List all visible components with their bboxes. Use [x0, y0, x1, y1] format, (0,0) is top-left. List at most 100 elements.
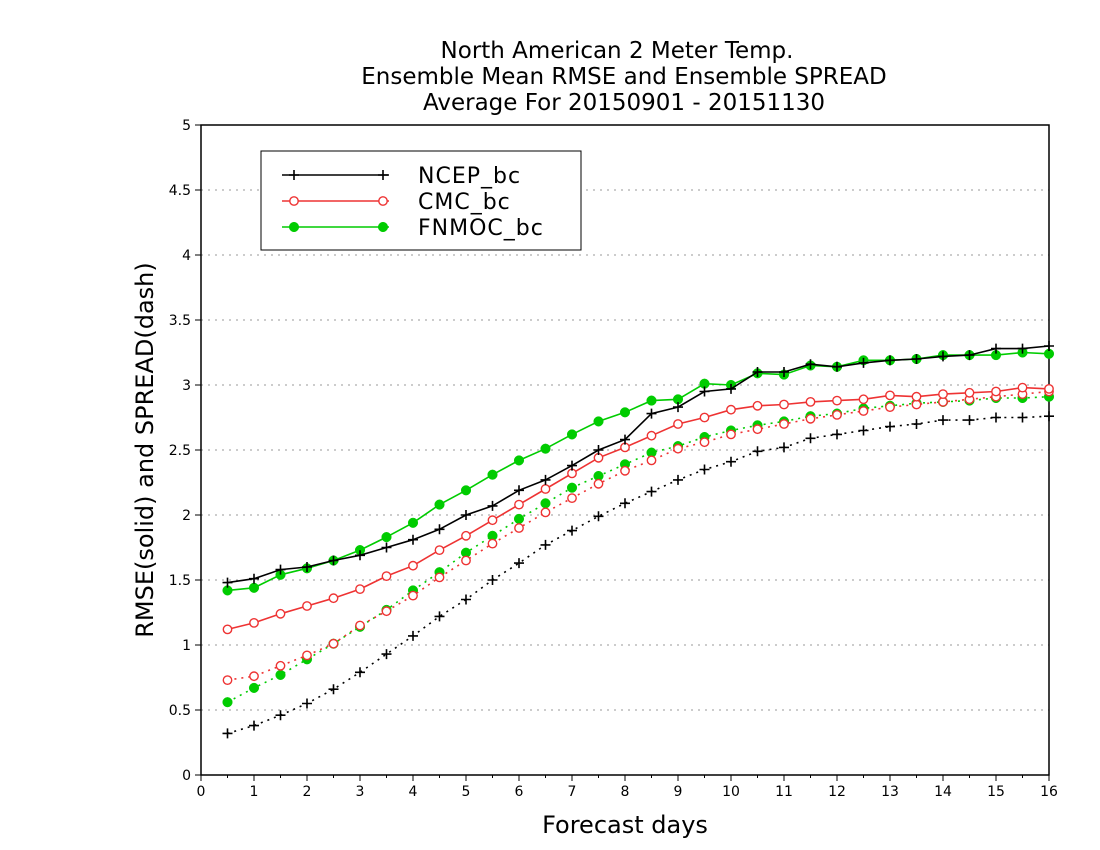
- spread-point: [328, 638, 339, 649]
- y-tick-label: 1: [182, 638, 191, 654]
- legend-marker: [377, 221, 389, 233]
- legend-marker: [288, 221, 300, 233]
- rmse-point: [646, 395, 657, 406]
- x-tick-label: 8: [621, 784, 630, 800]
- spread-point: [487, 538, 498, 549]
- legend-marker: [289, 170, 299, 180]
- spread-point: [885, 402, 895, 412]
- y-axis-label: RMSE(solid) and SPREAD(dash): [131, 262, 159, 638]
- spread-point: [514, 523, 524, 533]
- rmse-point: [779, 367, 789, 377]
- rmse-point: [434, 545, 445, 555]
- rmse-point: [461, 530, 471, 541]
- rmse-line: [227, 351, 1050, 592]
- rmse-point: [1044, 341, 1054, 351]
- x-tick-label: 3: [356, 784, 365, 800]
- rmse-point: [381, 542, 392, 553]
- y-tick-label: 0: [182, 768, 191, 784]
- spread-point: [248, 682, 260, 693]
- series-spread-FNMOC_bc: [222, 391, 1055, 708]
- spread-point: [275, 669, 286, 680]
- spread-point: [302, 650, 312, 661]
- rmse-point: [593, 416, 604, 427]
- rmse-point: [355, 550, 365, 561]
- rmse-line: [227, 345, 1050, 584]
- spread-point: [487, 575, 498, 585]
- rmse-point: [964, 387, 975, 398]
- rmse-point: [1044, 383, 1054, 394]
- rmse-point: [752, 400, 763, 411]
- spread-point: [355, 667, 365, 678]
- rmse-point: [619, 407, 631, 418]
- rmse-point: [460, 485, 472, 496]
- title-line-3: Average For 20150901 - 20151130: [423, 90, 825, 116]
- legend-marker: [289, 196, 299, 206]
- spread-point: [593, 511, 604, 522]
- rmse-point: [885, 355, 895, 366]
- rmse-point: [699, 386, 710, 397]
- rmse-point: [858, 357, 869, 368]
- chart-title: North American 2 Meter Temp. Ensemble Me…: [361, 38, 886, 116]
- spread-point: [249, 671, 259, 682]
- legend-marker: [378, 196, 388, 206]
- series-spread-CMC_bc: [222, 386, 1054, 685]
- rmse-point: [249, 573, 259, 584]
- spread-point: [540, 498, 551, 509]
- rmse-point: [752, 367, 763, 377]
- rmse-point: [858, 394, 869, 405]
- rmse-point: [302, 601, 312, 611]
- rmse-point: [646, 430, 657, 441]
- rmse-point: [832, 361, 842, 372]
- x-tick-label: 13: [881, 784, 899, 800]
- x-tick-label: 1: [250, 784, 259, 800]
- rmse-point: [805, 396, 816, 407]
- spread-point: [752, 446, 763, 457]
- series-rmse-CMC_bc: [222, 382, 1054, 635]
- x-tick-label: 5: [462, 784, 471, 800]
- rmse-point: [355, 584, 365, 594]
- spread-point: [355, 620, 365, 631]
- rmse-point: [407, 517, 419, 528]
- spread-point: [858, 425, 869, 436]
- x-tick-label: 14: [934, 784, 952, 800]
- rmse-point: [991, 386, 1001, 397]
- rmse-point: [222, 577, 233, 588]
- rmse-point: [408, 534, 418, 545]
- x-tick-label: 0: [197, 784, 206, 800]
- spread-point: [222, 675, 233, 685]
- rmse-point: [938, 351, 948, 362]
- rmse-point: [513, 455, 525, 466]
- spread-point: [646, 486, 657, 497]
- rmse-point: [487, 500, 498, 511]
- rmse-point: [911, 391, 922, 402]
- rmse-point: [540, 484, 551, 494]
- spread-point: [513, 513, 525, 524]
- spread-point: [461, 555, 471, 566]
- legend-marker: [378, 170, 388, 180]
- rmse-line: [227, 386, 1050, 631]
- rmse-point: [461, 510, 471, 520]
- spread-point: [1017, 412, 1028, 423]
- spread-point: [805, 433, 816, 444]
- rmse-point: [620, 434, 630, 445]
- spread-point: [222, 697, 233, 708]
- y-tick-label: 4.5: [169, 183, 191, 199]
- spread-point: [938, 415, 948, 426]
- rmse-point: [911, 354, 922, 364]
- spread-point: [328, 684, 339, 695]
- rmse-point: [381, 532, 392, 543]
- series-spread-NCEP_bc: [222, 411, 1054, 739]
- title-line-2: Ensemble Mean RMSE and Ensemble SPREAD: [361, 64, 886, 90]
- x-tick-label: 2: [303, 784, 312, 800]
- rmse-point: [222, 624, 233, 635]
- rmse-point: [381, 571, 392, 581]
- spread-point: [885, 421, 895, 432]
- spread-line: [227, 390, 1050, 681]
- rmse-point: [302, 562, 312, 572]
- rmse-point: [487, 515, 498, 526]
- spread-point: [461, 594, 471, 605]
- rmse-point: [275, 608, 286, 619]
- x-tick-label: 16: [1040, 784, 1058, 800]
